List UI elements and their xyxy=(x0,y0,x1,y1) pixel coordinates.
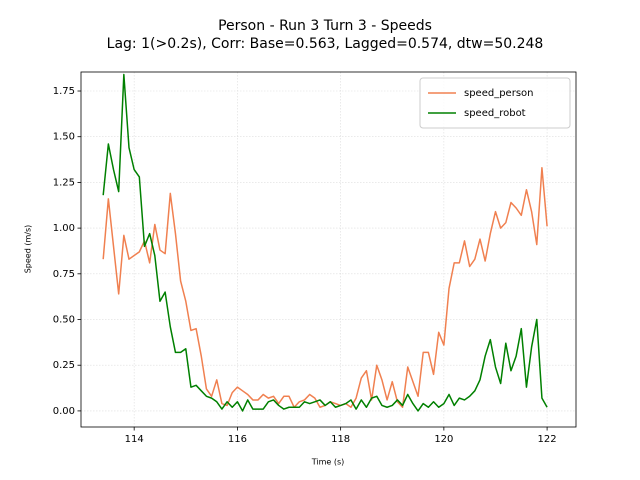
y-tick-label: 0.25 xyxy=(53,360,75,371)
y-tick-label: 1.00 xyxy=(53,223,75,234)
chart-title: Person - Run 3 Turn 3 - Speeds xyxy=(218,18,432,34)
y-tick-label: 1.50 xyxy=(53,132,75,143)
legend-label: speed_person xyxy=(464,88,534,99)
y-tick-label: 0.50 xyxy=(53,315,75,326)
line-series xyxy=(102,167,548,409)
line-series xyxy=(102,73,548,412)
x-tick-label: 116 xyxy=(228,434,247,445)
y-axis-label: Speed (m/s) xyxy=(24,225,33,274)
plot-frame xyxy=(80,71,577,428)
y-tick-label: 1.25 xyxy=(53,177,75,188)
x-tick-label: 114 xyxy=(125,434,144,445)
legend-box xyxy=(419,77,571,129)
x-tick-label: 118 xyxy=(331,434,350,445)
y-tick-label: 1.75 xyxy=(53,86,75,97)
chart-subtitle: Lag: 1(>0.2s), Corr: Base=0.563, Lagged=… xyxy=(107,36,544,52)
x-tick-label: 120 xyxy=(434,434,453,445)
legend: speed_person speed_robot xyxy=(419,77,571,129)
x-tick-label: 122 xyxy=(538,434,557,445)
y-tick-label: 0.00 xyxy=(53,406,75,417)
x-axis-label: Time (s) xyxy=(311,458,345,467)
legend-label: speed_robot xyxy=(464,108,526,119)
y-tick-label: 0.75 xyxy=(53,269,75,280)
